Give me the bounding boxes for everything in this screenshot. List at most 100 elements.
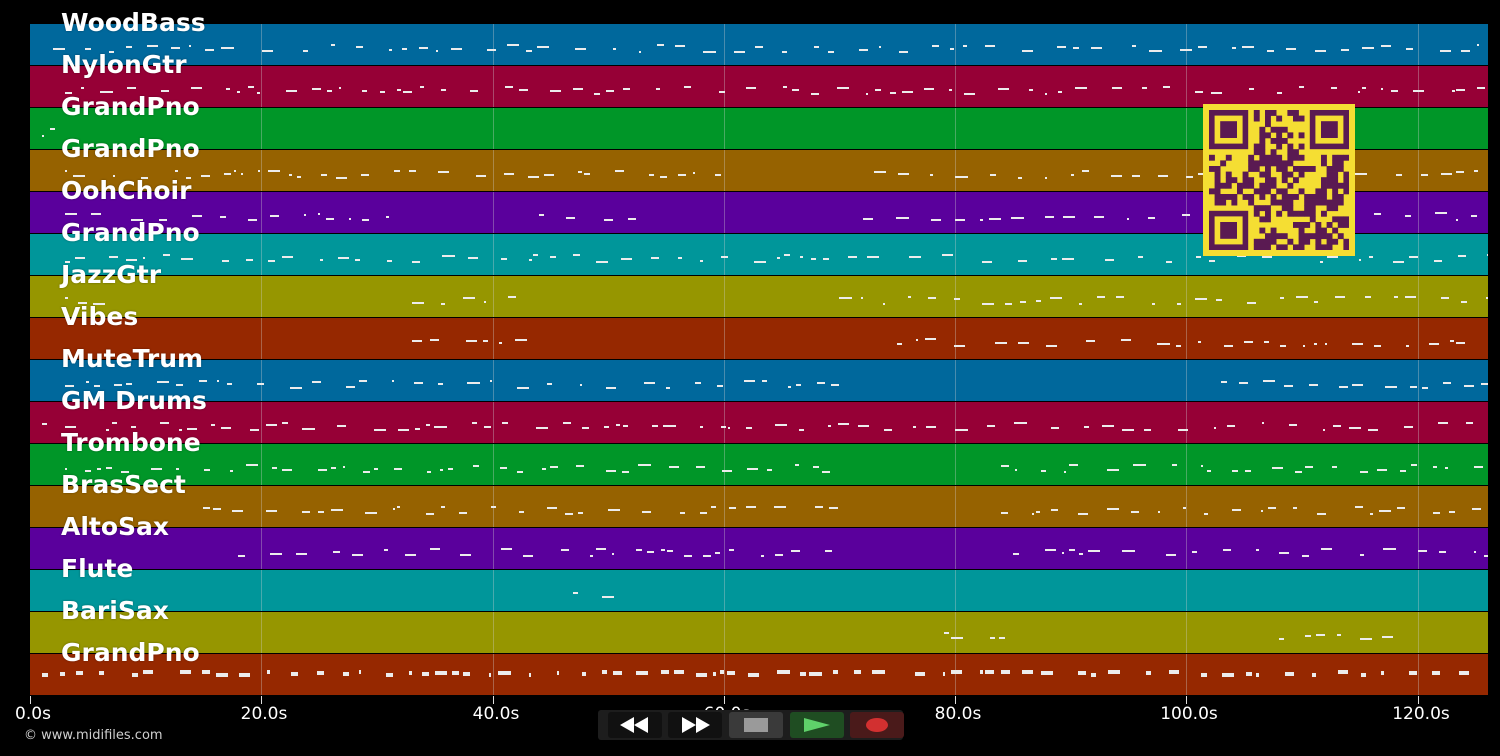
note-mark (1260, 510, 1264, 512)
rewind-button[interactable] (608, 712, 662, 738)
note-mark (97, 468, 102, 470)
note-mark (955, 176, 968, 178)
note-mark (684, 86, 691, 88)
note-mark (374, 429, 386, 431)
note-mark (81, 87, 85, 89)
note-mark (581, 672, 587, 676)
track-lane[interactable] (30, 24, 1488, 65)
note-mark (1056, 46, 1066, 48)
track-lane[interactable] (30, 444, 1488, 485)
gridline (724, 528, 725, 569)
note-mark (1145, 671, 1151, 675)
note-mark (459, 554, 472, 556)
note-mark (59, 672, 65, 676)
note-mark (1326, 256, 1339, 258)
note-mark (1075, 87, 1088, 89)
note-mark (265, 510, 277, 512)
note-mark (1162, 86, 1170, 88)
gridline (1418, 318, 1419, 359)
note-mark (64, 297, 68, 299)
note-mark (1305, 635, 1311, 637)
note-mark (897, 173, 910, 175)
note-mark (1421, 387, 1429, 389)
axis-tick-label: 80.0s (934, 704, 982, 724)
qr-code-pattern (1209, 110, 1349, 250)
note-mark (317, 469, 327, 471)
note-mark (140, 177, 148, 179)
track-lane[interactable] (30, 360, 1488, 401)
note-mark (696, 673, 707, 677)
note-mark (980, 670, 984, 674)
note-mark (666, 387, 670, 389)
note-mark (267, 670, 271, 674)
track-lane[interactable] (30, 612, 1488, 653)
note-mark (734, 51, 745, 53)
gridline (261, 318, 262, 359)
note-mark (1029, 89, 1033, 91)
track-lane[interactable] (30, 66, 1488, 107)
gridline (1186, 108, 1187, 149)
gridline (1418, 528, 1419, 569)
note-mark (1480, 383, 1488, 385)
note-mark (1351, 343, 1363, 345)
note-mark (729, 549, 734, 551)
note-mark (999, 637, 1005, 639)
note-mark (659, 176, 668, 178)
note-mark (573, 88, 584, 90)
note-mark (716, 385, 723, 387)
gridline (1186, 528, 1187, 569)
note-mark (638, 464, 651, 466)
record-button[interactable] (850, 712, 904, 738)
note-mark (318, 213, 321, 215)
note-mark (1438, 551, 1447, 553)
note-mark (1143, 429, 1152, 431)
note-mark (825, 550, 833, 552)
note-mark (125, 46, 133, 48)
note-mark (414, 382, 424, 384)
note-mark (159, 219, 168, 221)
note-mark (727, 671, 735, 675)
track-label: GrandPno (61, 218, 200, 247)
track-lane[interactable] (30, 486, 1488, 527)
note-mark (1019, 301, 1026, 303)
stop-button[interactable] (729, 712, 783, 738)
note-mark (365, 512, 378, 514)
note-mark (760, 555, 764, 557)
note-mark (657, 44, 665, 46)
note-mark (1486, 254, 1488, 256)
note-mark (1332, 425, 1342, 427)
note-mark (949, 48, 954, 50)
note-mark (754, 46, 764, 48)
gridline (1186, 444, 1187, 485)
note-mark (1455, 219, 1459, 221)
fast-forward-button[interactable] (668, 712, 722, 738)
note-mark (246, 464, 258, 466)
note-mark (1289, 424, 1297, 426)
gridline (1418, 570, 1419, 611)
note-mark (643, 382, 656, 384)
note-mark (1014, 422, 1027, 424)
note-mark (641, 511, 652, 513)
track-lane[interactable] (30, 570, 1488, 611)
track-lane[interactable] (30, 654, 1488, 695)
track-lane[interactable] (30, 276, 1488, 317)
note-mark (311, 88, 322, 90)
note-mark (1040, 671, 1054, 675)
note-mark (435, 50, 439, 52)
track-lane[interactable] (30, 402, 1488, 443)
note-mark (775, 554, 783, 556)
gridline (1418, 360, 1419, 401)
track-lane[interactable] (30, 318, 1488, 359)
note-mark (265, 424, 277, 426)
note-mark (1221, 381, 1227, 383)
track-lane[interactable] (30, 528, 1488, 569)
note-mark (499, 342, 503, 344)
note-mark (1246, 672, 1252, 676)
note-mark (1483, 555, 1488, 557)
gridline (261, 150, 262, 191)
note-mark (1086, 340, 1095, 342)
note-mark (951, 670, 962, 674)
play-button[interactable] (790, 712, 844, 738)
note-mark (955, 219, 966, 221)
note-mark (379, 91, 385, 93)
